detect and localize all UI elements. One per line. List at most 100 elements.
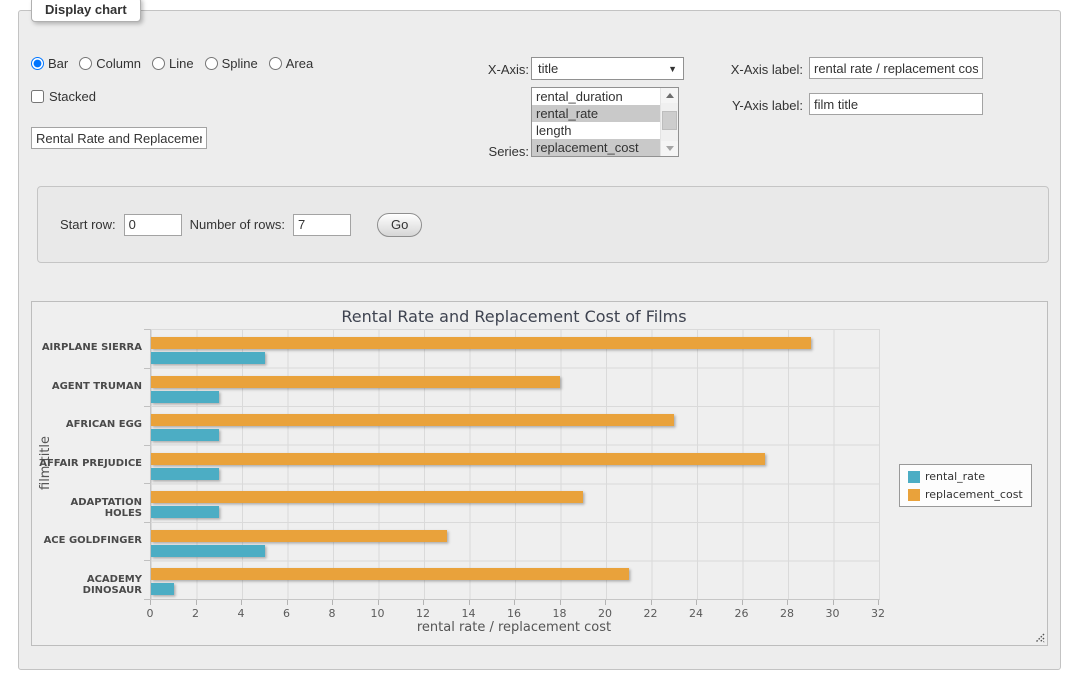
- scrollbar-thumb[interactable]: [662, 111, 677, 130]
- bar-rental_rate[interactable]: [151, 468, 219, 480]
- legend-swatch: [908, 471, 920, 483]
- x-tick-label: 10: [363, 607, 393, 620]
- number-of-rows-input[interactable]: [293, 214, 351, 236]
- start-row-label: Start row:: [60, 217, 116, 232]
- chart-type-radio-line[interactable]: [152, 57, 165, 70]
- category-label: AGENT TRUMAN: [32, 381, 142, 392]
- chart-type-radio-bar[interactable]: [31, 57, 44, 70]
- chart-type-radio-column[interactable]: [79, 57, 92, 70]
- scroll-up-icon[interactable]: [661, 88, 678, 103]
- x-tick-label: 26: [727, 607, 757, 620]
- series-listbox[interactable]: rental_duration rental_rate length repla…: [531, 87, 679, 157]
- series-option-length[interactable]: length: [532, 122, 660, 139]
- y-axis-tick: [144, 445, 150, 446]
- bar-rental_rate[interactable]: [151, 391, 219, 403]
- bar-replacement_cost[interactable]: [151, 453, 765, 465]
- category-label: AFRICAN EGG: [32, 419, 142, 430]
- chart-title-input[interactable]: [31, 127, 207, 149]
- series-list-scrollbar[interactable]: [660, 88, 678, 156]
- bar-rental_rate[interactable]: [151, 506, 219, 518]
- chevron-down-icon: ▼: [668, 64, 677, 74]
- go-button[interactable]: Go: [377, 213, 422, 237]
- y-axis-tick: [144, 560, 150, 561]
- chart-type-radio-area[interactable]: [269, 57, 282, 70]
- x-axis-tick: [696, 600, 697, 605]
- x-axis-tick: [787, 600, 788, 605]
- y-axis-tick: [144, 406, 150, 407]
- stacked-option[interactable]: Stacked: [31, 89, 96, 104]
- category-label: AIRPLANE SIERRA: [32, 342, 142, 353]
- chart-type-option-line[interactable]: Line: [152, 56, 194, 71]
- x-tick-label: 2: [181, 607, 211, 620]
- x-tick-label: 14: [454, 607, 484, 620]
- chart-type-option-spline[interactable]: Spline: [205, 56, 258, 71]
- bar-rental_rate[interactable]: [151, 545, 265, 557]
- start-row-input[interactable]: [124, 214, 182, 236]
- category-label: ACADEMY DINOSAUR: [32, 574, 142, 596]
- category-label: AFFAIR PREJUDICE: [32, 458, 142, 469]
- chart-type-label: Bar: [48, 56, 68, 71]
- chart-type-radio-spline[interactable]: [205, 57, 218, 70]
- x-axis-tick: [833, 600, 834, 605]
- series-option-rental-duration[interactable]: rental_duration: [532, 88, 660, 105]
- legend-label: rental_rate: [925, 470, 985, 483]
- y-axis-tick: [144, 483, 150, 484]
- bar-rental_rate[interactable]: [151, 352, 265, 364]
- scrollbar-track[interactable]: [661, 103, 678, 141]
- x-axis-label-input[interactable]: [809, 57, 983, 79]
- x-axis-tick: [378, 600, 379, 605]
- stacked-checkbox[interactable]: [31, 90, 44, 103]
- bar-rental_rate[interactable]: [151, 583, 174, 595]
- x-axis-tick: [287, 600, 288, 605]
- bar-rental_rate[interactable]: [151, 429, 219, 441]
- x-axis-title: rental rate / replacement cost: [150, 620, 878, 635]
- category-label: ACE GOLDFINGER: [32, 535, 142, 546]
- bar-replacement_cost[interactable]: [151, 376, 560, 388]
- x-axis-tick: [514, 600, 515, 605]
- x-axis-tick: [332, 600, 333, 605]
- x-tick-label: 32: [863, 607, 893, 620]
- x-axis-tick: [605, 600, 606, 605]
- x-axis-tick: [241, 600, 242, 605]
- x-tick-label: 12: [408, 607, 438, 620]
- legend-item[interactable]: rental_rate: [908, 470, 1023, 483]
- legend-swatch: [908, 489, 920, 501]
- pagination-panel: Start row: Number of rows: Go: [37, 186, 1049, 263]
- series-option-replacement-cost[interactable]: replacement_cost: [532, 139, 660, 156]
- chart-type-label: Area: [286, 56, 313, 71]
- y-axis-tick: [144, 368, 150, 369]
- chart-type-label: Column: [96, 56, 141, 71]
- chart-type-option-column[interactable]: Column: [79, 56, 141, 71]
- chart-title: Rental Rate and Replacement Cost of Film…: [150, 307, 878, 326]
- x-tick-label: 0: [135, 607, 165, 620]
- bar-replacement_cost[interactable]: [151, 414, 674, 426]
- resize-handle-icon[interactable]: [1033, 631, 1045, 643]
- x-axis-tick: [651, 600, 652, 605]
- x-tick-label: 24: [681, 607, 711, 620]
- chart-panel: Rental Rate and Replacement Cost of Film…: [31, 301, 1048, 646]
- category-label: ADAPTATION HOLES: [32, 497, 142, 519]
- y-axis-label-input[interactable]: [809, 93, 983, 115]
- scroll-down-icon[interactable]: [661, 141, 678, 156]
- bar-replacement_cost[interactable]: [151, 491, 583, 503]
- x-tick-label: 18: [545, 607, 575, 620]
- x-axis-tick: [423, 600, 424, 605]
- x-tick-label: 30: [818, 607, 848, 620]
- series-listbox-label: Series:: [449, 144, 529, 159]
- bar-replacement_cost[interactable]: [151, 337, 811, 349]
- chart-legend: rental_rate replacement_cost: [899, 464, 1032, 507]
- chart-type-option-area[interactable]: Area: [269, 56, 313, 71]
- x-axis-select[interactable]: title ▼: [531, 57, 684, 80]
- bar-replacement_cost[interactable]: [151, 530, 447, 542]
- legend-item[interactable]: replacement_cost: [908, 488, 1023, 501]
- series-option-rental-rate[interactable]: rental_rate: [532, 105, 660, 122]
- x-axis-select-value: title: [538, 61, 558, 76]
- chart-type-radio-group: Bar Column Line Spline Area: [31, 56, 313, 71]
- x-axis-tick: [469, 600, 470, 605]
- x-tick-label: 8: [317, 607, 347, 620]
- bar-replacement_cost[interactable]: [151, 568, 629, 580]
- x-tick-label: 20: [590, 607, 620, 620]
- series-options: rental_duration rental_rate length repla…: [532, 88, 660, 156]
- y-axis-label-field-label: Y-Axis label:: [691, 98, 803, 113]
- chart-type-option-bar[interactable]: Bar: [31, 56, 68, 71]
